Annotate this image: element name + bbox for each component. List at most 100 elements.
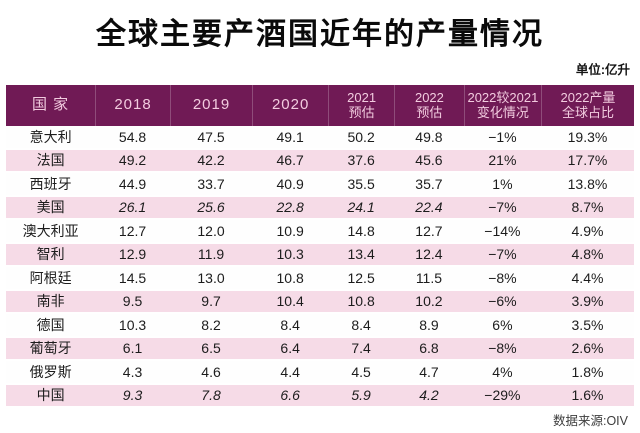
table-row: 葡萄牙 6.1 6.5 6.4 7.4 6.8 −8% 2.6% [6, 337, 634, 361]
value-cell: 12.5 [347, 269, 375, 286]
value-cell: 42.2 [197, 152, 225, 169]
value-cell: 12.7 [415, 222, 443, 239]
header-cell: 2022 预估 [394, 85, 464, 126]
value-cell: 3.9% [571, 293, 604, 310]
value-cell: 9.7 [201, 293, 221, 310]
country-cell: 智利 [36, 246, 65, 263]
value-cell: 17.7% [567, 152, 608, 169]
value-cell: 14.5 [118, 269, 147, 286]
header-cell: 2018 [95, 85, 170, 126]
value-cell: 7.4 [351, 340, 371, 357]
value-cell: 46.7 [276, 152, 304, 169]
value-cell: 19.3% [567, 128, 608, 145]
header-cell: 2019 [169, 85, 252, 126]
value-cell: 1.8% [571, 363, 604, 380]
value-cell: 10.4 [276, 293, 304, 310]
header-cell: 2022较2021 变化情况 [463, 85, 541, 126]
value-cell: 22.4 [415, 199, 443, 216]
table-row: 美国 26.1 25.6 22.8 24.1 22.4 −7% 8.7% [6, 196, 634, 220]
header-cell: 国 家 [32, 96, 70, 114]
country-cell: 阿根廷 [29, 269, 72, 286]
value-cell: 13.4 [347, 246, 375, 263]
production-table: 国 家 2018 2019 2020 2021 预估 2022 预估 2022较2021 变化情况… [6, 85, 634, 408]
value-cell: 4.4% [571, 269, 604, 286]
country-cell: 德国 [36, 316, 65, 333]
table-row: 澳大利亚 12.7 12.0 10.9 14.8 12.7 −14% 4.9% [6, 220, 634, 244]
value-cell: 24.1 [347, 199, 375, 216]
value-cell: 6.1 [122, 340, 143, 357]
value-cell: 11.9 [197, 246, 225, 263]
value-cell: 45.6 [415, 152, 443, 169]
table-row: 智利 12.9 11.9 10.3 13.4 12.4 −7% 4.8% [6, 243, 634, 267]
value-cell: −8% [488, 340, 517, 357]
value-cell: 4.5 [351, 363, 371, 380]
value-cell: 6.6 [280, 387, 300, 404]
value-cell: 8.4 [280, 316, 300, 333]
value-cell: 40.9 [276, 175, 304, 192]
value-cell: 1.6% [571, 387, 604, 404]
value-cell: 4% [492, 363, 513, 380]
value-cell: −14% [484, 222, 521, 239]
value-cell: 6.5 [201, 340, 221, 357]
unit-label: 单位:亿升 [575, 63, 630, 77]
value-cell: 26.1 [118, 199, 147, 216]
value-cell: 4.6 [201, 363, 221, 380]
value-cell: 49.8 [415, 128, 443, 145]
value-cell: 3.5% [571, 316, 604, 333]
page-title: 全球主要产酒国近年的产量情况 [96, 18, 544, 51]
value-cell: 50.2 [347, 128, 375, 145]
country-cell: 南非 [36, 293, 65, 310]
source-label: 数据来源:OIV [552, 414, 628, 428]
value-cell: 10.8 [347, 293, 375, 310]
value-cell: 6.8 [419, 340, 439, 357]
header-cell: 2022产量 全球占比 [541, 85, 634, 126]
header-cell: 2021 预估 [328, 85, 394, 126]
value-cell: 2.6% [571, 340, 604, 357]
value-cell: −7% [488, 246, 517, 263]
value-cell: 10.2 [415, 293, 443, 310]
country-cell: 西班牙 [29, 175, 72, 192]
value-cell: 35.7 [415, 175, 443, 192]
value-cell: 21% [488, 152, 517, 169]
value-cell: 12.0 [197, 222, 225, 239]
country-cell: 法国 [36, 152, 65, 169]
value-cell: 6.4 [280, 340, 300, 357]
country-cell: 意大利 [29, 128, 72, 145]
value-cell: 4.3 [122, 363, 143, 380]
table-row: 德国 10.3 8.2 8.4 8.4 8.9 6% 3.5% [6, 314, 634, 338]
value-cell: 14.8 [347, 222, 375, 239]
value-cell: 8.9 [419, 316, 439, 333]
value-cell: 8.4 [351, 316, 371, 333]
value-cell: 4.8% [571, 246, 604, 263]
table-row: 南非 9.5 9.7 10.4 10.8 10.2 −6% 3.9% [6, 290, 634, 314]
value-cell: 49.1 [276, 128, 304, 145]
value-cell: 4.2 [419, 387, 439, 404]
value-cell: 12.7 [118, 222, 147, 239]
value-cell: −8% [488, 269, 517, 286]
value-cell: −1% [488, 128, 517, 145]
value-cell: 12.4 [415, 246, 443, 263]
value-cell: 4.9% [571, 222, 604, 239]
value-cell: 13.0 [197, 269, 225, 286]
value-cell: 1% [492, 175, 513, 192]
value-cell: −7% [488, 199, 517, 216]
value-cell: −6% [488, 293, 517, 310]
value-cell: 12.9 [118, 246, 147, 263]
country-cell: 葡萄牙 [29, 340, 72, 357]
value-cell: 22.8 [276, 199, 304, 216]
value-cell: 33.7 [197, 175, 225, 192]
value-cell: 11.5 [415, 269, 443, 286]
table-row: 阿根廷 14.5 13.0 10.8 12.5 11.5 −8% 4.4% [6, 267, 634, 291]
value-cell: 54.8 [118, 128, 147, 145]
table-row: 意大利 54.8 47.5 49.1 50.2 49.8 −1% 19.3% [6, 126, 634, 150]
value-cell: 9.5 [122, 293, 143, 310]
value-cell: 5.9 [351, 387, 371, 404]
value-cell: −29% [484, 387, 521, 404]
value-cell: 8.7% [571, 199, 604, 216]
table-body: 意大利 54.8 47.5 49.1 50.2 49.8 −1% 19.3% 法国 49.2 42.… [6, 126, 634, 408]
value-cell: 7.8 [201, 387, 221, 404]
table-row: 法国 49.2 42.2 46.7 37.6 45.6 21% 17.7% [6, 149, 634, 173]
country-cell: 澳大利亚 [22, 222, 79, 239]
value-cell: 35.5 [347, 175, 375, 192]
